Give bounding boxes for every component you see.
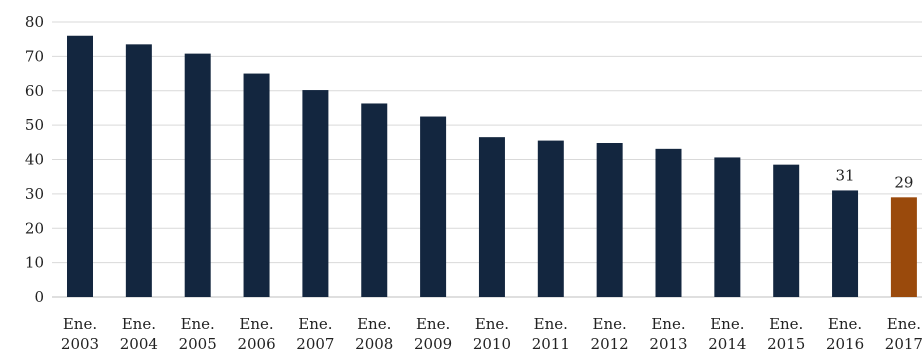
x-tick-label-line1: Ene. — [887, 315, 921, 333]
x-tick-label-line2: 2007 — [296, 335, 334, 353]
x-tick-label-line2: 2014 — [708, 335, 746, 353]
bar-4 — [302, 90, 329, 297]
y-tick-label: 0 — [34, 288, 44, 306]
x-tick-label-line1: Ene. — [298, 315, 332, 333]
y-tick-label: 20 — [25, 219, 44, 237]
bar-14 — [890, 197, 917, 297]
bar-3 — [243, 73, 270, 297]
y-tick-label: 30 — [25, 185, 44, 203]
y-tick-label: 50 — [25, 116, 44, 134]
bar-12 — [773, 164, 800, 297]
x-tick-label-line1: Ene. — [239, 315, 273, 333]
x-tick-label-line2: 2011 — [532, 335, 570, 353]
bar-1 — [125, 44, 152, 297]
bar-0 — [67, 35, 93, 297]
bar-11 — [714, 157, 741, 297]
data-labels: 31 29 — [836, 166, 914, 191]
bar-9 — [596, 143, 623, 297]
x-tick-label-line1: Ene. — [63, 315, 97, 333]
x-axis-category-labels: Ene. 2003 Ene. 2004 Ene. 2005 Ene. 2006 Ene. 2007… — [61, 315, 922, 353]
y-tick-label: 70 — [25, 47, 44, 65]
x-tick-label-line1: Ene. — [534, 315, 568, 333]
data-label: 29 — [894, 173, 913, 191]
y-axis-tick-labels: 0 10 20 30 40 50 60 70 80 — [25, 13, 44, 306]
x-tick-label-line1: Ene. — [651, 315, 685, 333]
data-label: 31 — [836, 166, 855, 184]
x-tick-label-line2: 2008 — [355, 335, 393, 353]
x-tick-label-line2: 2016 — [826, 335, 864, 353]
x-tick-label-line2: 2004 — [120, 335, 158, 353]
x-tick-label-line1: Ene. — [181, 315, 215, 333]
bar-7 — [478, 137, 505, 297]
x-tick-label-line1: Ene. — [122, 315, 156, 333]
bar-6 — [420, 116, 447, 297]
y-tick-label: 40 — [25, 151, 44, 169]
bar-13 — [832, 190, 859, 297]
x-tick-label-line2: 2009 — [414, 335, 452, 353]
x-tick-label-line2: 2003 — [61, 335, 99, 353]
bars — [67, 35, 917, 297]
x-tick-label-line1: Ene. — [357, 315, 391, 333]
x-tick-label-line1: Ene. — [416, 315, 450, 333]
x-tick-label-line2: 2015 — [767, 335, 805, 353]
y-tick-label: 10 — [25, 254, 44, 272]
bar-10 — [655, 148, 682, 297]
bar-8 — [537, 140, 564, 297]
x-tick-label-line2: 2012 — [591, 335, 629, 353]
bar-5 — [361, 103, 388, 297]
y-tick-label: 60 — [25, 82, 44, 100]
x-tick-label-line1: Ene. — [769, 315, 803, 333]
x-tick-label-line2: 2005 — [179, 335, 217, 353]
bar-2 — [184, 53, 211, 297]
x-tick-label-line2: 2006 — [237, 335, 275, 353]
y-tick-label: 80 — [25, 13, 44, 31]
x-tick-label-line2: 2017 — [885, 335, 922, 353]
x-tick-label-line1: Ene. — [710, 315, 744, 333]
x-tick-label-line2: 2013 — [649, 335, 687, 353]
x-tick-label-line1: Ene. — [475, 315, 509, 333]
x-tick-label-line2: 2010 — [473, 335, 511, 353]
x-tick-label-line1: Ene. — [593, 315, 627, 333]
x-tick-label-line1: Ene. — [828, 315, 862, 333]
